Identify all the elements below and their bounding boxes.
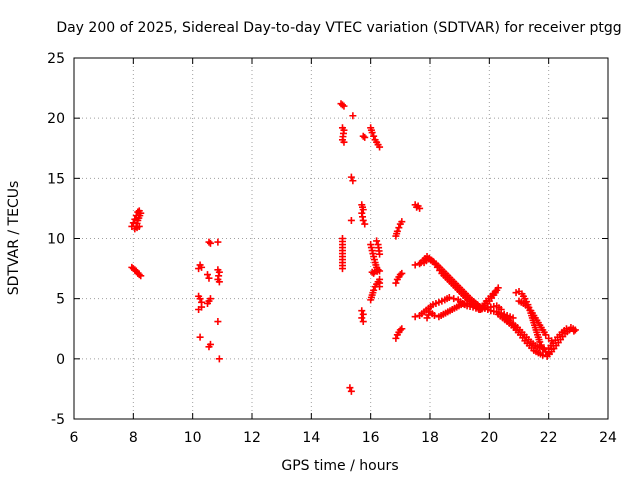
- x-axis-ticks: 6 8 10 12 14 16 18 20 22 24: [70, 58, 617, 446]
- data-point: [392, 334, 400, 342]
- data-point: [198, 263, 206, 271]
- data-point: [195, 305, 203, 313]
- x-tick-label: 10: [184, 430, 202, 446]
- x-tick-label: 12: [243, 430, 261, 446]
- data-point: [370, 132, 378, 140]
- data-point: [135, 222, 143, 230]
- data-point: [358, 307, 366, 315]
- y-tick-label: 20: [47, 111, 65, 127]
- data-point: [359, 206, 367, 214]
- data-point: [137, 272, 145, 280]
- data-point: [359, 216, 367, 224]
- data-point: [135, 271, 143, 279]
- x-axis-label: GPS time / hours: [281, 458, 398, 474]
- y-axis-ticks: -5 0 5 10 15 20 25: [47, 51, 608, 428]
- y-tick-label: 25: [47, 51, 65, 67]
- data-point: [539, 351, 547, 359]
- x-tick-label: 14: [302, 430, 320, 446]
- data-point: [349, 177, 357, 185]
- data-point: [416, 260, 424, 268]
- data-point: [398, 325, 406, 333]
- chart-title: Day 200 of 2025, Sidereal Day-to-day VTE…: [56, 20, 621, 36]
- data-point: [349, 112, 357, 120]
- data-point: [347, 173, 355, 181]
- y-tick-label: 15: [47, 171, 65, 187]
- x-tick-label: 18: [421, 430, 439, 446]
- data-point: [542, 331, 550, 339]
- data-point: [368, 268, 376, 276]
- x-tick-label: 16: [362, 430, 380, 446]
- data-point: [509, 314, 517, 322]
- data-point: [393, 227, 401, 235]
- data-point: [340, 102, 348, 110]
- data-point: [368, 129, 376, 137]
- data-point: [370, 286, 378, 294]
- data-point: [445, 293, 453, 301]
- data-point: [206, 239, 214, 247]
- y-tick-label: 5: [56, 292, 65, 308]
- data-point: [131, 266, 139, 274]
- data-point: [370, 269, 378, 277]
- data-point: [392, 279, 400, 287]
- data-point: [215, 278, 223, 286]
- data-point: [338, 101, 346, 109]
- data-point: [571, 326, 579, 334]
- data-point: [338, 265, 346, 273]
- data-point: [548, 345, 556, 353]
- data-point: [396, 271, 404, 279]
- data-point: [376, 250, 384, 258]
- x-tick-label: 22: [540, 430, 558, 446]
- data-point: [416, 204, 424, 212]
- x-tick-label: 20: [480, 430, 498, 446]
- data-point: [491, 287, 499, 295]
- data-point: [214, 238, 222, 246]
- data-point: [395, 224, 403, 232]
- data-point: [205, 238, 213, 246]
- data-point: [361, 133, 369, 141]
- data-point: [411, 313, 419, 321]
- data-point: [340, 138, 348, 146]
- data-point: [215, 355, 223, 363]
- data-point: [430, 312, 438, 320]
- data-point: [562, 325, 570, 333]
- data-point: [205, 343, 213, 351]
- data-point: [411, 261, 419, 269]
- data-point: [359, 132, 367, 140]
- data-point: [196, 333, 204, 341]
- data-point: [524, 303, 532, 311]
- grid-lines: [74, 58, 608, 419]
- y-tick-label: 0: [56, 352, 65, 368]
- data-point: [398, 269, 406, 277]
- data-point: [214, 318, 222, 326]
- data-point: [204, 271, 211, 279]
- data-point: [494, 284, 502, 292]
- x-tick-label: 24: [599, 430, 617, 446]
- data-point: [398, 218, 406, 226]
- data-point: [205, 274, 213, 282]
- x-tick-label: 8: [129, 430, 138, 446]
- data-point: [347, 387, 355, 395]
- y-tick-label: 10: [47, 232, 65, 248]
- data-points: [128, 100, 579, 395]
- data-point: [359, 310, 367, 318]
- data-point: [545, 349, 553, 357]
- y-tick-label: -5: [51, 412, 65, 428]
- data-point: [196, 295, 204, 303]
- x-tick-label: 6: [70, 430, 79, 446]
- data-point: [361, 220, 369, 228]
- data-point: [358, 314, 366, 322]
- data-point: [346, 384, 354, 392]
- data-point: [204, 299, 211, 307]
- data-point: [450, 295, 458, 303]
- y-axis-label: SDTVAR / TECUs: [6, 181, 22, 296]
- data-point: [548, 337, 556, 345]
- data-point: [396, 326, 404, 334]
- data-point: [539, 344, 547, 352]
- data-point: [347, 216, 355, 224]
- data-point: [376, 143, 384, 151]
- data-point: [359, 318, 367, 326]
- data-point: [373, 237, 381, 245]
- data-point: [376, 283, 384, 291]
